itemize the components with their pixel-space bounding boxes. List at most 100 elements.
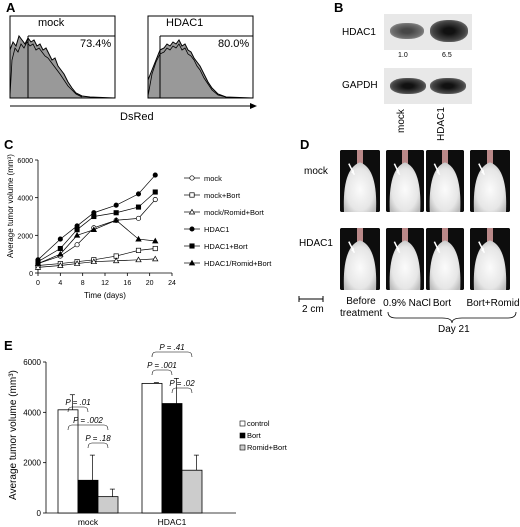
chart-c-point-5-6: [152, 237, 159, 244]
column-bort: Bort: [432, 298, 452, 309]
chart-c-point-0-6: [152, 196, 158, 203]
panel-e-bar-chart: 0 2000 4000 6000 mock HDAC1 P = .01 P = .002 P =…: [23, 343, 288, 527]
chart-c-ytick-label: 0: [29, 271, 33, 278]
chart-c-legend-label-2: mock/Romid+Bort: [204, 208, 265, 217]
chart-c-xtick-label: 16: [123, 280, 131, 287]
mouse-photo-1-3: [470, 228, 510, 290]
chart-c-xtick-label: 24: [168, 280, 176, 287]
chart-c-xlabel: Time (days): [84, 291, 126, 300]
chart-c-point-1-5: [135, 247, 142, 253]
chart-e-bar-mock-1: [77, 479, 99, 514]
chart-e-bracket-4: [151, 369, 173, 376]
mouse-photo-1-1: [386, 228, 424, 290]
chart-e-category-label: HDAC1: [158, 517, 187, 527]
chart-c-ylabel: Average tumor volume (mm³): [6, 154, 15, 258]
histogram-hdac1-overlay: [147, 43, 227, 98]
chart-c-ytick-label: 2000: [17, 233, 33, 240]
chart-e-ytick-label: 0: [37, 509, 42, 518]
chart-e-pvalue-4: P = .001: [147, 361, 177, 370]
mouse-photo-1-2: [426, 228, 464, 290]
chart-c-xtick-label: 8: [81, 280, 85, 287]
chart-c-legend-label-1: mock+Bort: [204, 191, 241, 200]
blot-lane-mock: mock: [396, 109, 407, 133]
chart-c-point-1-6: [152, 245, 158, 252]
blot-hdac1-band-mock: [390, 23, 424, 39]
chart-c-point-3-4: [113, 202, 119, 208]
mouse-photo-0-1: [386, 150, 424, 212]
chart-c-legend-marker-5: [188, 259, 196, 266]
panel-d-letter: D: [300, 137, 310, 152]
chart-c-ytick-label: 6000: [17, 158, 33, 165]
chart-c-legend-marker-4: [189, 243, 195, 249]
chart-c-legend-marker-1: [189, 192, 195, 198]
scale-bar-label: 2 cm: [302, 304, 324, 315]
chart-c-point-5-2: [73, 232, 81, 238]
chart-e-bar-HDAC1-0: [141, 382, 163, 514]
dsred-arrow-head: [250, 103, 257, 109]
chart-c-xtick-label: 0: [36, 280, 40, 287]
panel-a-histograms: [9, 15, 257, 109]
chart-e-legend-swatch-0: [239, 420, 246, 427]
photo-row-mock-label: mock: [304, 166, 328, 177]
chart-e-bracket-5: [171, 387, 193, 394]
chart-e-bar-mock-2: [97, 496, 119, 514]
chart-c-point-2-0: [34, 264, 42, 270]
chart-c-point-4-2: [74, 227, 80, 233]
chart-c-point-3-5: [135, 191, 142, 197]
blot-lane-hdac1: HDAC1: [436, 107, 447, 141]
mouse-photo-0-0: [340, 150, 380, 212]
chart-e-pvalue-1: P = .002: [73, 416, 103, 425]
dsred-axis-label: DsRed: [120, 111, 154, 123]
chart-c-point-4-3: [91, 213, 97, 220]
mouse-photo-0-2: [426, 150, 464, 212]
chart-e-bracket-2: [87, 442, 109, 449]
column-bort-romid: Bort+Romid: [466, 298, 520, 309]
chart-c-point-2-4: [112, 257, 120, 264]
chart-c-xtick-label: 12: [101, 280, 109, 287]
chart-e-pvalue-3: P = .41: [159, 343, 184, 352]
chart-c-legend-marker-3: [189, 226, 195, 232]
histogram-hdac1-title: HDAC1: [166, 17, 204, 29]
chart-c-point-5-0: [34, 260, 42, 266]
mouse-photo-0-3: [470, 150, 510, 212]
chart-e-legend-swatch-1: [239, 432, 246, 439]
chart-e-bar-HDAC1-2: [181, 469, 203, 514]
chart-c-point-0-2: [74, 242, 80, 248]
scale-bar: [298, 296, 324, 302]
histogram-mock-title: mock: [38, 17, 65, 29]
chart-c-xtick-label: 20: [146, 280, 154, 287]
chart-e-bar-HDAC1-1: [161, 403, 183, 514]
blot-gapdh-strip: [384, 68, 472, 104]
chart-c-point-4-6: [152, 189, 158, 195]
chart-e-pvalue-5: P = .02: [169, 379, 195, 388]
panel-a-letter: A: [6, 0, 16, 15]
blot-gapdh-band-mock: [390, 78, 426, 94]
histogram-mock-overlay: [9, 41, 83, 98]
chart-e-ylabel: Average tumor volume (mm³): [8, 370, 19, 500]
chart-e-bracket-0: [67, 406, 89, 413]
chart-e-legend-swatch-2: [239, 444, 246, 451]
chart-c-point-2-2: [73, 260, 81, 266]
histogram-hdac1-percent: 80.0%: [218, 38, 250, 50]
photo-row-hdac1-label: HDAC1: [299, 238, 333, 249]
chart-c-point-2-1: [57, 262, 64, 268]
chart-c-point-4-4: [113, 210, 119, 216]
chart-c-point-5-1: [57, 250, 64, 257]
day21-label: Day 21: [438, 324, 470, 335]
chart-c-ytick-label: 4000: [17, 196, 33, 203]
panel-b-letter: B: [334, 0, 344, 15]
chart-c-point-5-4: [112, 216, 120, 223]
chart-c-point-5-3: [90, 226, 98, 233]
blot-quant-hdac1: 6.5: [442, 52, 452, 59]
blot-gapdh-label: GAPDH: [342, 80, 378, 91]
chart-c-legend-marker-0: [189, 175, 195, 181]
chart-c-point-3-6: [152, 172, 158, 178]
chart-e-legend-label-1: Bort: [247, 431, 262, 440]
chart-c-point-5-5: [135, 235, 142, 242]
chart-e-legend-label-0: control: [247, 419, 270, 428]
chart-e-bracket-3: [151, 351, 193, 358]
chart-c-legend-label-4: HDAC1+Bort: [204, 242, 248, 251]
chart-c-xtick-label: 4: [58, 280, 62, 287]
chart-e-pvalue-0: P = .01: [65, 398, 90, 407]
column-before-treatment: Before treatment: [340, 296, 383, 319]
